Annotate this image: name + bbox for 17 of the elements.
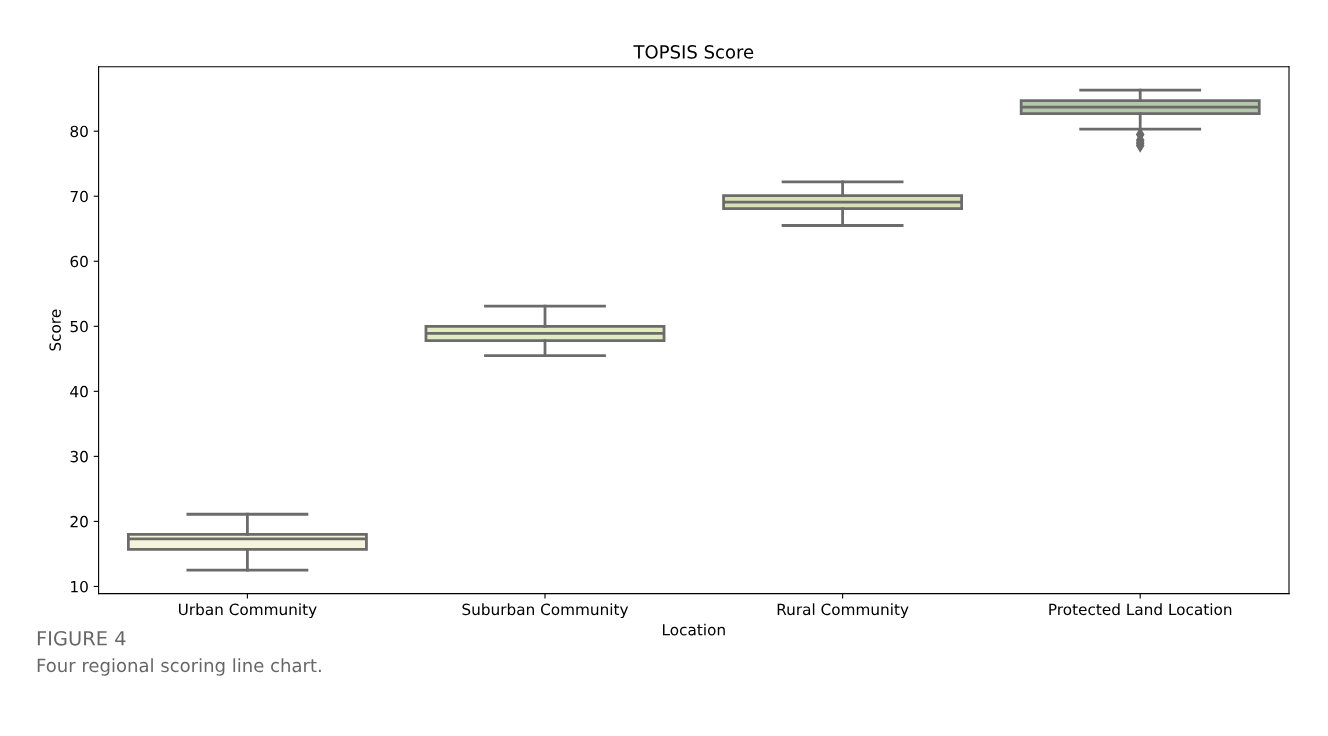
x-tick-label: Suburban Community xyxy=(462,603,629,619)
y-tick-label: 50 xyxy=(70,320,88,333)
y-tick-label: 10 xyxy=(71,580,88,593)
text: Four regional scoring line chart. xyxy=(37,658,321,676)
x-tick-label: Urban Community xyxy=(178,603,317,619)
x-tick-label: Protected Land Location xyxy=(1049,603,1232,616)
x-tick-label: Rural Community xyxy=(777,603,909,619)
y-axis-title: Score xyxy=(49,309,61,351)
y-tick-label: 30 xyxy=(70,450,88,463)
y-tick-label: 70 xyxy=(70,190,88,203)
chart-title: TOPSIS Score xyxy=(633,45,754,59)
x-axis-title: Location xyxy=(662,623,725,636)
y-tick-label: 20 xyxy=(70,515,88,528)
y-tick-label: 60 xyxy=(70,255,88,268)
y-tick-label: 40 xyxy=(70,385,88,398)
y-tick-label: 80 xyxy=(70,125,88,138)
caption: FIGURE 4 xyxy=(37,630,126,646)
